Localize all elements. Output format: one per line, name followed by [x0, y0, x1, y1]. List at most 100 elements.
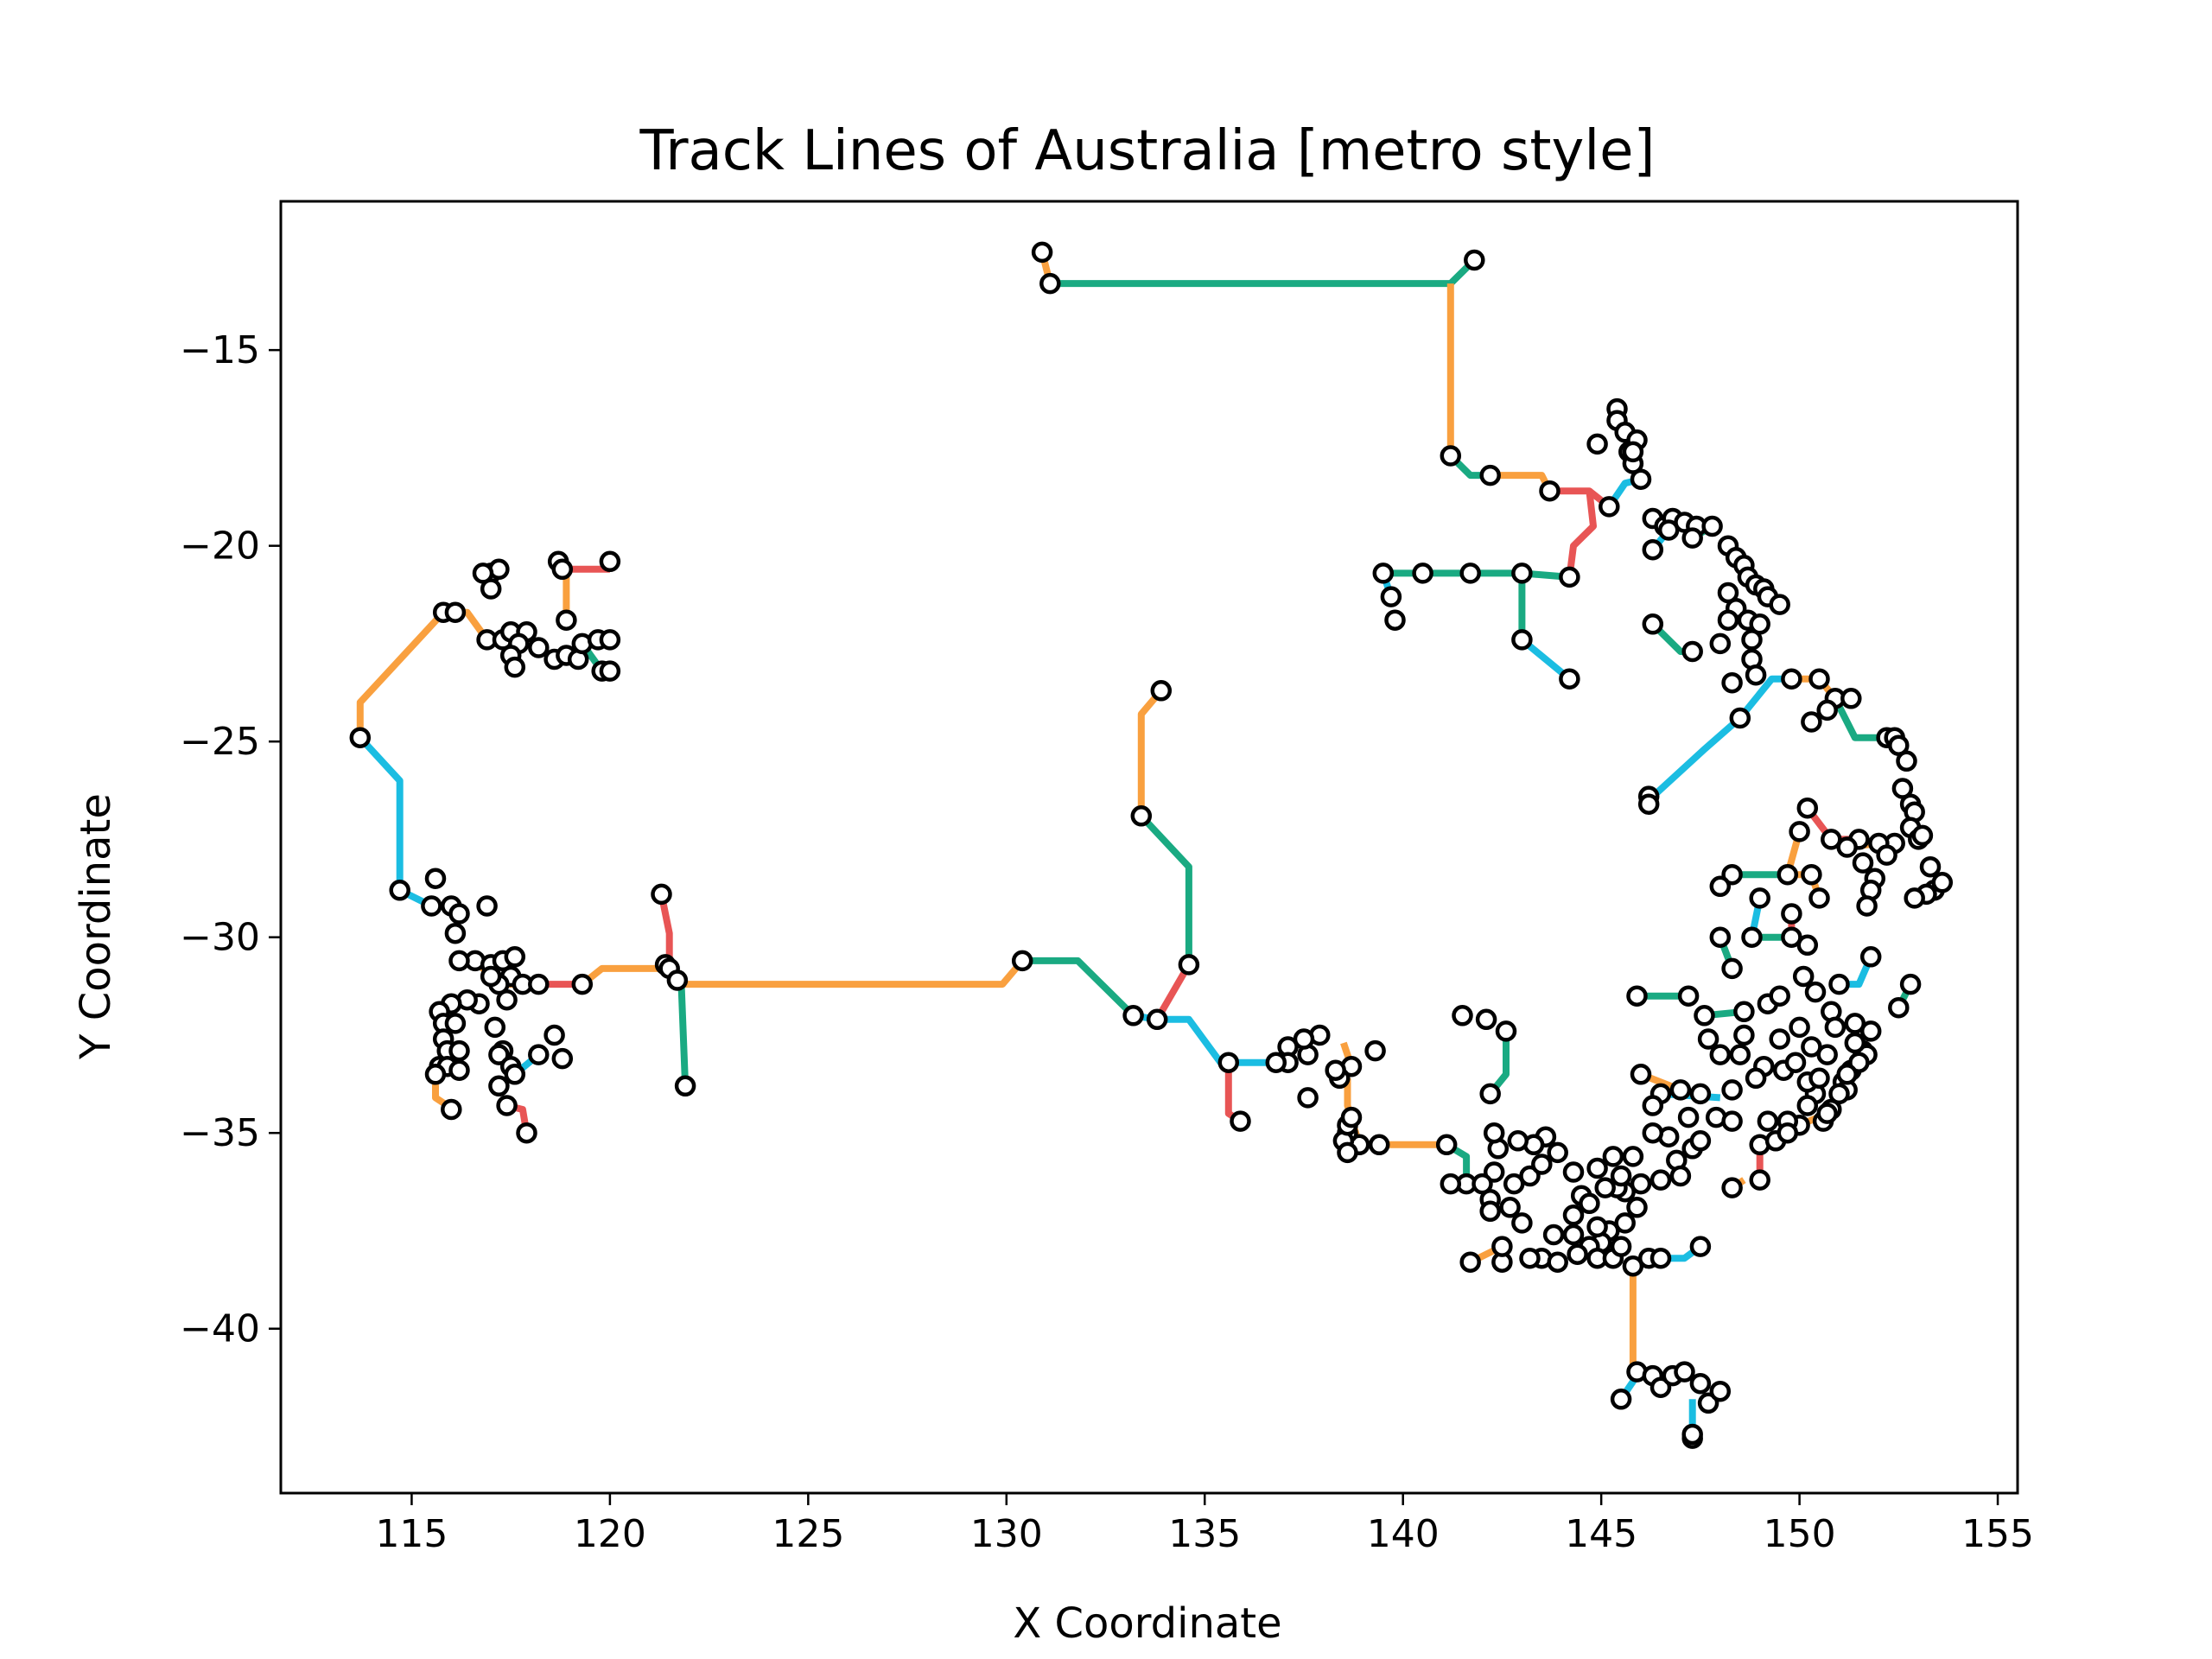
station-point [1796, 934, 1819, 957]
track-line-orange-20 [1783, 830, 1823, 899]
station-point [1808, 668, 1830, 690]
track-line-green-40 [677, 983, 690, 1086]
station-point [1630, 1173, 1652, 1195]
station-point [1479, 1083, 1501, 1105]
x-tick-label: 125 [772, 1512, 844, 1556]
station-point [1808, 1067, 1830, 1090]
station-point [674, 1075, 696, 1097]
station-point [448, 1039, 470, 1062]
station-point [1642, 1122, 1664, 1144]
station-point [1562, 1205, 1585, 1226]
y-tick-label: −20 [180, 524, 260, 569]
station-point [1859, 1020, 1882, 1042]
station-point [1384, 609, 1406, 631]
station-point [1891, 778, 1914, 799]
station-point [1911, 824, 1934, 847]
station-point [1265, 1052, 1287, 1073]
station-point [1701, 515, 1723, 537]
station-point [504, 656, 526, 678]
station-point [448, 1059, 470, 1081]
station-point [1150, 680, 1173, 702]
station-point [1781, 668, 1802, 690]
station-point [1896, 750, 1917, 772]
station-point [1840, 688, 1862, 709]
station-point [389, 880, 410, 901]
station-point [1777, 863, 1799, 886]
plot-area [349, 241, 1954, 1449]
station-point [1859, 946, 1882, 968]
station-point [1816, 699, 1838, 721]
plot-frame [279, 200, 2019, 1495]
station-point [1721, 1079, 1743, 1101]
station-point [599, 660, 621, 682]
station-point [571, 973, 594, 995]
station-point [1852, 852, 1874, 874]
station-point [528, 637, 550, 658]
station-point [1610, 1165, 1632, 1187]
station-point [472, 563, 494, 584]
station-point [1808, 887, 1830, 909]
station-point [504, 946, 526, 968]
station-point [1547, 1251, 1568, 1273]
station-point [1677, 1106, 1700, 1128]
station-point [1146, 1008, 1168, 1031]
station-point [1745, 1067, 1767, 1090]
station-point [1559, 566, 1580, 588]
station-point [476, 895, 498, 917]
station-point [1217, 1052, 1240, 1073]
station-point [496, 988, 518, 1011]
station-point [528, 973, 550, 995]
station-point [1888, 734, 1910, 756]
station-point [1804, 981, 1827, 1003]
station-point [1642, 538, 1664, 561]
station-point [1689, 1083, 1712, 1105]
station-point [484, 1016, 506, 1039]
station-point [1297, 1087, 1319, 1109]
station-point [1499, 1197, 1521, 1218]
station-point [1340, 1106, 1363, 1128]
station-point [1440, 445, 1462, 467]
station-point [1435, 1134, 1458, 1156]
station-point [1495, 1020, 1517, 1042]
station-point [1769, 594, 1790, 615]
station-point [1372, 563, 1395, 584]
station-point [1483, 1122, 1505, 1144]
station-point [1888, 996, 1910, 1019]
station-point [1694, 1005, 1715, 1027]
station-point [1681, 527, 1703, 549]
x-tick-label: 120 [574, 1512, 646, 1556]
y-axis-label: Y Coordinate [72, 793, 120, 1060]
station-point [1689, 1372, 1712, 1395]
station-point [551, 1047, 574, 1070]
station-point [1637, 793, 1660, 815]
station-point [1669, 1165, 1692, 1187]
station-point [1610, 1236, 1632, 1257]
station-point [1816, 1103, 1838, 1124]
station-point [1586, 1157, 1608, 1179]
x-tick-label: 150 [1764, 1512, 1836, 1556]
station-point [1230, 1110, 1251, 1132]
station-point [1642, 1095, 1664, 1116]
station-point [1459, 1251, 1481, 1273]
station-point [1491, 1236, 1513, 1257]
station-point [1717, 582, 1739, 604]
y-tick-label: −15 [180, 328, 260, 372]
station-point [1452, 1005, 1473, 1027]
station-point [1368, 1134, 1390, 1156]
station-point [1777, 1122, 1799, 1144]
station-point [599, 550, 621, 573]
station-point [1733, 1024, 1755, 1046]
station-point [599, 629, 621, 651]
station-point [1031, 241, 1053, 264]
station-point [543, 1024, 565, 1046]
station-point [1122, 1005, 1144, 1027]
station-point [1542, 1224, 1565, 1246]
station-point [1824, 1016, 1847, 1039]
x-tick-label: 140 [1367, 1512, 1440, 1556]
station-point [1816, 1044, 1838, 1065]
station-point [1547, 1141, 1568, 1164]
track-line-green-42 [1022, 957, 1136, 1019]
station-point [1511, 563, 1533, 584]
station-point [1178, 954, 1200, 976]
station-point [1531, 1154, 1553, 1175]
